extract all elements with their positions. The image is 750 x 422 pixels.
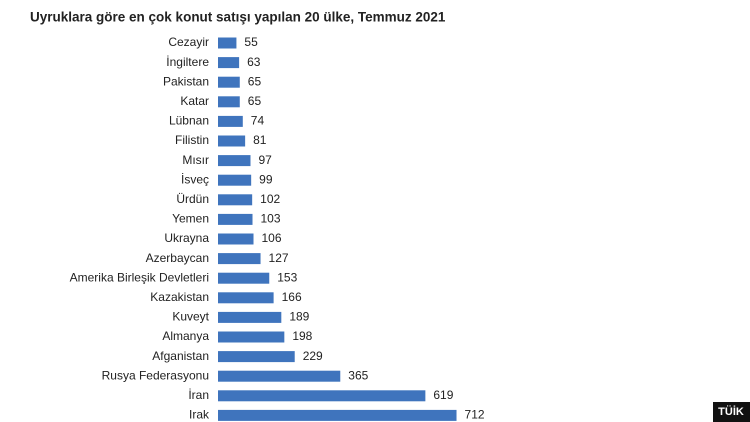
category-label: Amerika Birleşik Devletleri (70, 270, 209, 284)
category-label: Lübnan (169, 114, 209, 128)
value-label: 127 (269, 251, 289, 265)
category-label: Kuveyt (172, 310, 209, 324)
bar (218, 233, 254, 245)
bar (218, 135, 246, 147)
value-label: 153 (277, 270, 297, 284)
bar (218, 331, 285, 343)
value-label: 619 (433, 388, 453, 402)
category-label: Irak (189, 408, 210, 422)
bar (218, 370, 341, 382)
bar (218, 37, 237, 49)
bar (218, 292, 274, 304)
value-label: 365 (348, 368, 368, 382)
category-label: İsveç (181, 172, 209, 186)
value-label: 102 (260, 192, 280, 206)
value-label: 65 (248, 94, 262, 108)
chart-title: Uyruklara göre en çok konut satışı yapıl… (30, 10, 446, 25)
bar (218, 253, 261, 265)
value-label: 106 (262, 231, 282, 245)
value-label: 97 (258, 153, 272, 167)
category-label: Ürdün (176, 192, 209, 206)
category-label: İngiltere (166, 55, 209, 69)
value-label: 65 (248, 74, 262, 88)
category-label: Afganistan (152, 349, 209, 363)
value-label: 198 (292, 329, 312, 343)
category-label: Filistin (175, 133, 209, 147)
bar (218, 311, 282, 323)
bar (218, 115, 243, 127)
bar (218, 213, 253, 225)
value-label: 229 (303, 349, 323, 363)
value-label: 63 (247, 55, 261, 69)
bar (218, 409, 457, 421)
value-label: 103 (261, 212, 281, 226)
value-label: 99 (259, 172, 273, 186)
category-label: Ukrayna (164, 231, 209, 245)
category-label: Kazakistan (150, 290, 209, 304)
logo-box (713, 402, 750, 422)
value-label: 55 (244, 35, 258, 49)
bar (218, 57, 240, 69)
category-label: Katar (180, 94, 209, 108)
bar (218, 351, 295, 363)
bar (218, 96, 240, 108)
value-label: 74 (251, 114, 265, 128)
category-label: Almanya (162, 329, 209, 343)
category-label: Azerbaycan (146, 251, 209, 265)
category-label: Pakistan (163, 74, 209, 88)
value-label: 712 (465, 408, 485, 422)
bar (218, 390, 426, 402)
category-label: İran (188, 388, 209, 402)
category-label: Rusya Federasyonu (102, 368, 209, 382)
bar (218, 76, 240, 88)
category-label: Yemen (172, 212, 209, 226)
value-label: 166 (282, 290, 302, 304)
logo: TÜİK (718, 405, 744, 418)
bar (218, 272, 270, 284)
value-label: 81 (253, 133, 267, 147)
category-label: Cezayir (168, 35, 209, 49)
bar (218, 155, 251, 167)
value-label: 189 (289, 310, 309, 324)
bar (218, 174, 252, 186)
bar (218, 194, 253, 206)
category-label: Mısır (182, 153, 209, 167)
